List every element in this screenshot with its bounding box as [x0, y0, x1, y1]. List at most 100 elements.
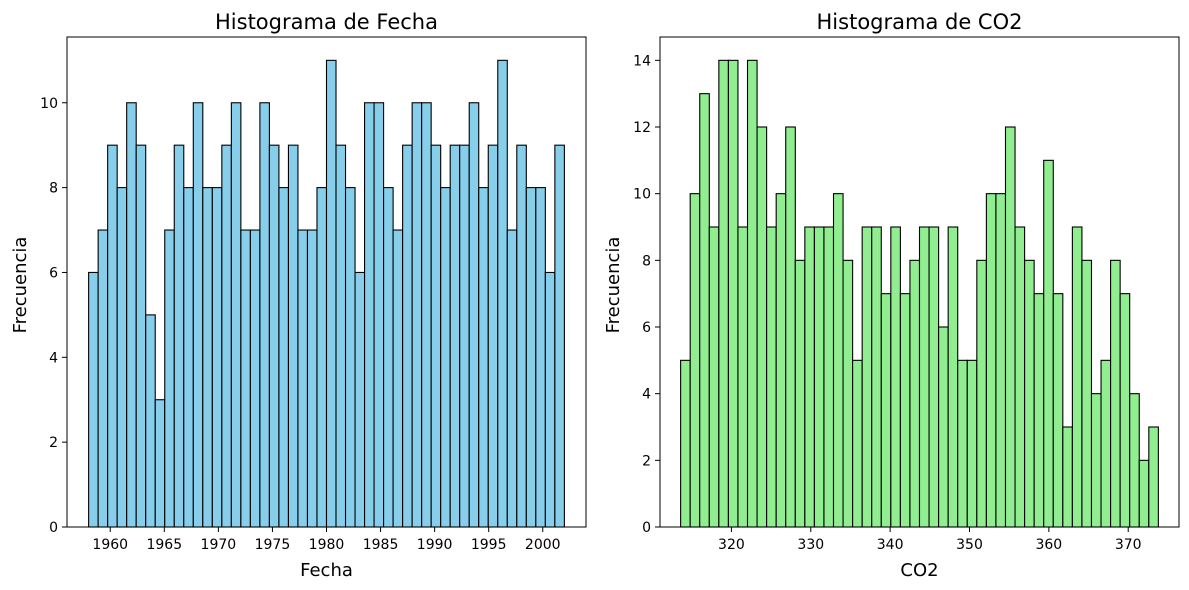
histogram-bar: [746, 59, 758, 528]
histogram-bar: [1129, 393, 1140, 528]
histogram-bar: [985, 193, 997, 528]
histogram-bar: [957, 359, 968, 528]
histogram-bar: [861, 226, 873, 528]
histogram-bar: [727, 59, 739, 528]
histogram-bar: [411, 102, 423, 528]
histogram-bar: [459, 144, 470, 528]
histogram-bar: [1052, 293, 1064, 528]
y-tick-label: 14: [633, 53, 651, 69]
x-tick-label: 1985: [363, 537, 399, 553]
histogram-bar: [440, 187, 451, 528]
histogram-bar: [506, 229, 518, 528]
histogram-bar: [899, 293, 911, 528]
histogram-bar: [1081, 259, 1093, 528]
histogram-bar: [918, 226, 930, 528]
histogram-bar: [1100, 359, 1112, 528]
histogram-bar: [192, 102, 204, 528]
histogram-bar: [928, 226, 940, 528]
axes-frame: [659, 36, 1180, 528]
histogram-bar: [487, 144, 499, 528]
y-tick-label: 12: [633, 120, 651, 136]
histogram-bar: [230, 102, 242, 528]
histogram-bar: [890, 226, 901, 528]
histogram-bar: [554, 144, 565, 528]
y-tick-label: 0: [49, 520, 58, 536]
y-tick-label: 10: [633, 187, 651, 203]
histogram-bar: [154, 399, 166, 528]
x-tick-label: 1980: [309, 537, 345, 553]
histogram-bar: [88, 271, 99, 528]
x-tick-label: 1990: [417, 537, 453, 553]
histogram-bar: [766, 226, 777, 528]
x-tick-label: 1970: [201, 537, 237, 553]
histogram-bar: [354, 271, 366, 528]
histogram-bar: [852, 359, 863, 528]
histogram-bar: [708, 226, 720, 528]
bars: [88, 59, 565, 528]
histogram-bar: [402, 144, 413, 528]
histogram-bar: [164, 229, 175, 528]
bars: [680, 59, 1159, 528]
histogram-bar: [202, 187, 213, 528]
histogram-bar: [1110, 259, 1121, 528]
histogram-bar: [497, 59, 508, 528]
histogram-bar: [909, 259, 921, 528]
histogram-bar: [785, 126, 796, 528]
chart-title: Histograma de Fecha: [215, 10, 438, 34]
histogram-bar: [383, 187, 394, 528]
histogram-bar: [976, 259, 987, 528]
histogram-bar: [421, 102, 432, 528]
histogram-bar: [97, 229, 109, 528]
histogram-bar: [240, 229, 251, 528]
histogram-bar: [145, 314, 156, 528]
histogram-bar: [126, 102, 137, 528]
x-tick-label: 1995: [471, 537, 507, 553]
histogram-bar: [794, 259, 806, 528]
histogram-bar: [478, 187, 489, 528]
x-tick-label: 360: [1035, 537, 1062, 553]
y-tick-label: 6: [49, 265, 58, 281]
histogram-bar: [1043, 159, 1054, 528]
x-axis-label: CO2: [900, 560, 938, 581]
histogram-bar: [430, 144, 442, 528]
histogram-bar: [316, 187, 328, 528]
histogram-bar: [775, 193, 787, 528]
x-tick-label: 1965: [146, 537, 182, 553]
histogram-bar: [880, 293, 892, 528]
histogram-bar: [268, 144, 280, 528]
histogram-bar: [287, 144, 299, 528]
histogram-bar: [823, 226, 835, 528]
histogram-bar: [680, 359, 691, 528]
y-tick-label: 0: [642, 520, 651, 536]
histogram-bar: [544, 271, 556, 528]
histogram-bar: [535, 187, 546, 528]
y-tick-label: 4: [49, 350, 58, 366]
x-tick-label: 1975: [255, 537, 291, 553]
histogram-bar: [1014, 226, 1026, 528]
histogram-bar: [278, 187, 289, 528]
histogram-bar: [1033, 293, 1045, 528]
histogram-bar: [516, 144, 527, 528]
x-tick-label: 370: [1115, 537, 1142, 553]
histogram-bar: [1148, 426, 1159, 528]
x-tick-label: 1960: [92, 537, 128, 553]
histogram-bar: [107, 144, 118, 528]
histogram-bar: [1071, 226, 1083, 528]
histogram-bar: [259, 102, 270, 528]
histogram-bar: [325, 59, 337, 528]
histogram-bar: [1024, 259, 1035, 528]
histogram-bar: [373, 102, 385, 528]
histogram-bar: [449, 144, 461, 528]
histogram-bar: [689, 193, 701, 528]
x-tick-label: 330: [797, 537, 824, 553]
histogram-bar: [183, 187, 194, 528]
histogram-bar: [173, 144, 185, 528]
histogram-bar: [1062, 426, 1073, 528]
y-axis-label: Frecuencia: [10, 237, 31, 334]
x-tick-label: 2000: [525, 537, 561, 553]
histogram-bar: [832, 193, 844, 528]
histogram-bar: [468, 102, 480, 528]
x-tick-label: 320: [718, 537, 745, 553]
histogram-bar: [364, 102, 375, 528]
histogram-bar: [344, 187, 356, 528]
